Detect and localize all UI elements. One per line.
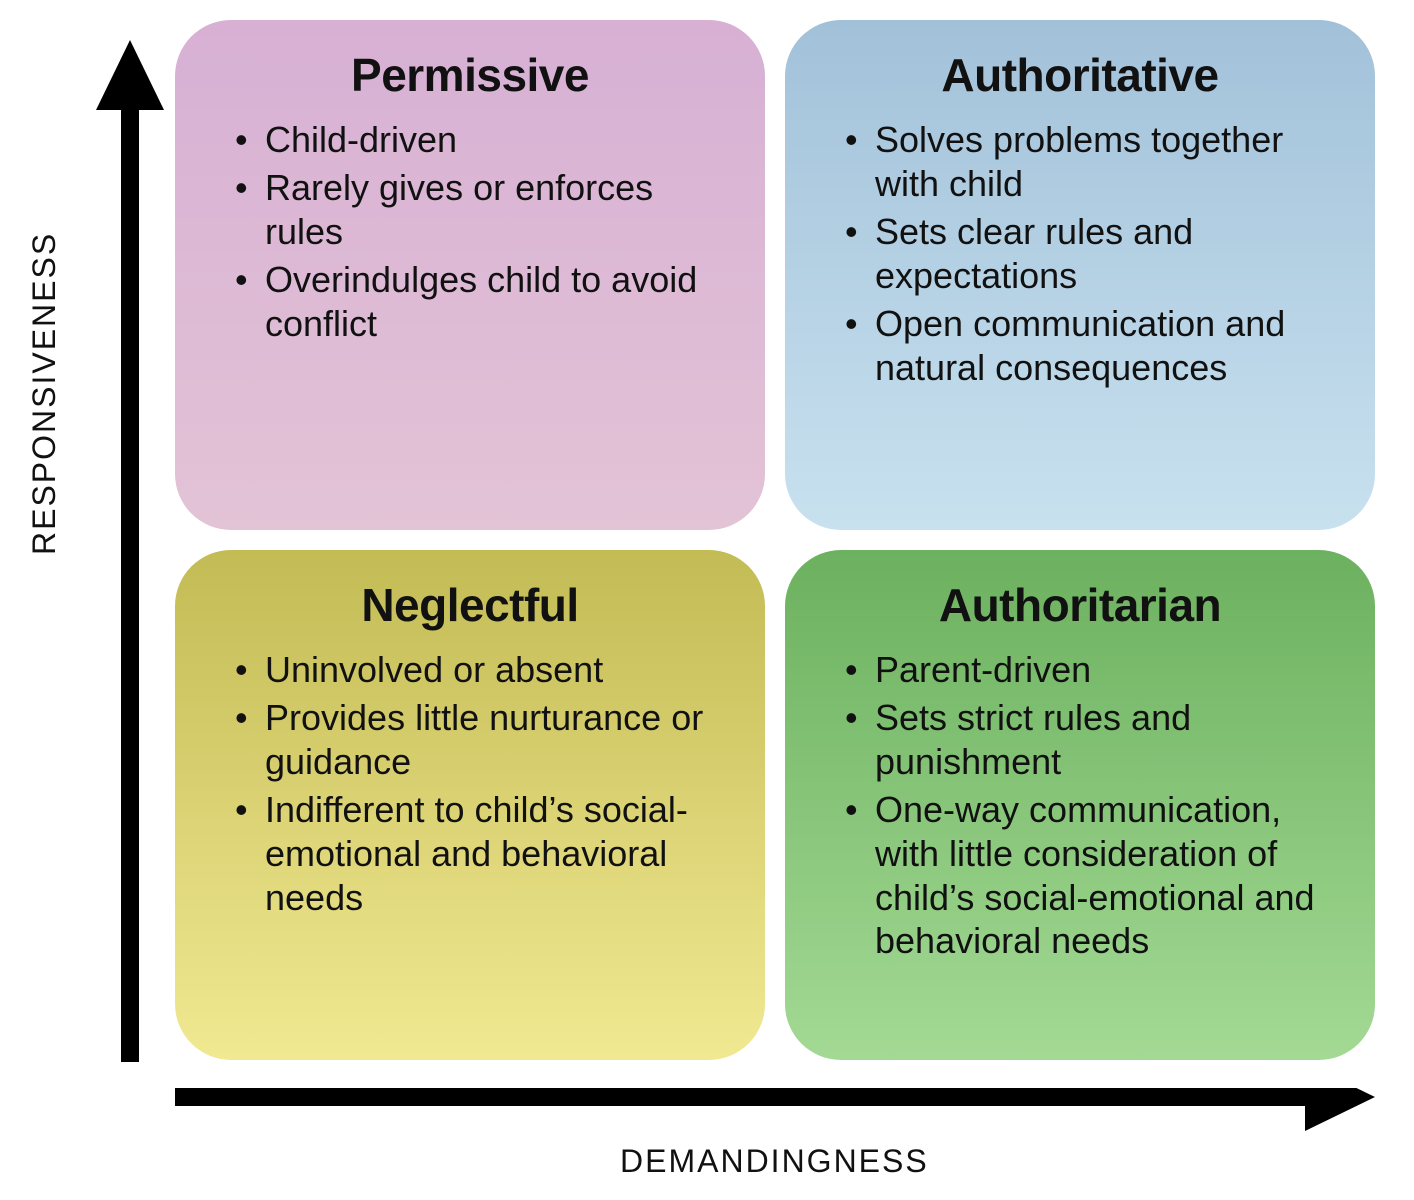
- matrix-container: RESPONSIVENESS DEMANDINGNESS Permissive …: [0, 0, 1414, 1200]
- bullet-item: Indifferent to child’s social-emotional …: [235, 788, 725, 920]
- bullet-item: Provides little nurturance or guidance: [235, 696, 725, 784]
- quadrant-title: Authoritative: [825, 48, 1335, 102]
- bullet-item: Sets strict rules and punishment: [845, 696, 1335, 784]
- bullet-item: Child-driven: [235, 118, 725, 162]
- x-axis-label: DEMANDINGNESS: [620, 1143, 929, 1180]
- quadrant-authoritative: Authoritative Solves problems together w…: [785, 20, 1375, 530]
- bullet-item: Parent-driven: [845, 648, 1335, 692]
- quadrant-title: Permissive: [215, 48, 725, 102]
- bullet-item: Rarely gives or enforces rules: [235, 166, 725, 254]
- quadrant-bullets: Uninvolved or absentProvides little nurt…: [215, 648, 725, 919]
- quadrant-bullets: Parent-drivenSets strict rules and punis…: [825, 648, 1335, 963]
- bullet-item: Open communication and natural consequen…: [845, 302, 1335, 390]
- y-axis-arrow: [90, 40, 170, 1070]
- quadrant-bullets: Child-drivenRarely gives or enforces rul…: [215, 118, 725, 346]
- quadrant-grid: Permissive Child-drivenRarely gives or e…: [175, 20, 1375, 1060]
- quadrant-authoritarian: Authoritarian Parent-drivenSets strict r…: [785, 550, 1375, 1060]
- bullet-item: Uninvolved or absent: [235, 648, 725, 692]
- quadrant-title: Authoritarian: [825, 578, 1335, 632]
- quadrant-bullets: Solves problems together with childSets …: [825, 118, 1335, 389]
- y-axis-label: RESPONSIVENESS: [26, 232, 63, 555]
- bullet-item: Solves problems together with child: [845, 118, 1335, 206]
- bullet-item: One-way communication, with little consi…: [845, 788, 1335, 964]
- quadrant-title: Neglectful: [215, 578, 725, 632]
- bullet-item: Sets clear rules and expectations: [845, 210, 1335, 298]
- quadrant-permissive: Permissive Child-drivenRarely gives or e…: [175, 20, 765, 530]
- quadrant-neglectful: Neglectful Uninvolved or absentProvides …: [175, 550, 765, 1060]
- bullet-item: Overindulges child to avoid conflict: [235, 258, 725, 346]
